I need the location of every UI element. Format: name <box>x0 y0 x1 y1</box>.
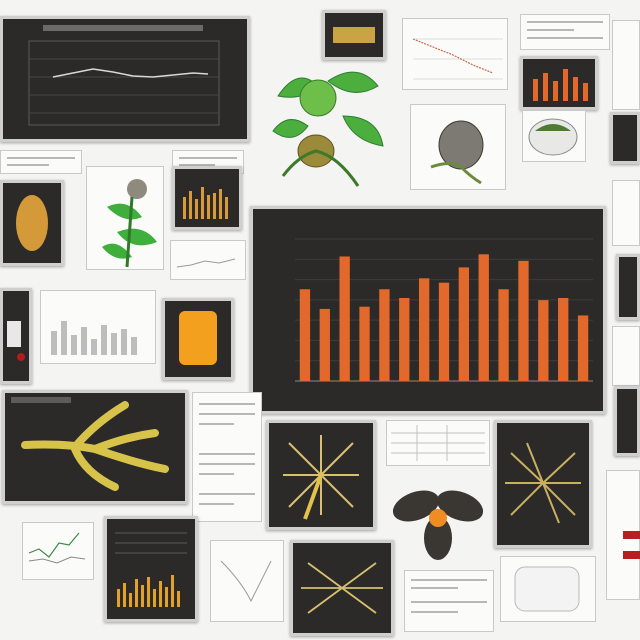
root-dark-panel-2 <box>290 540 394 636</box>
histogram-sheet <box>40 290 156 364</box>
bar <box>538 300 549 381</box>
mini-line-sheet <box>170 240 246 280</box>
bar-thumbnail-top <box>520 56 598 110</box>
diagram-sheet-bottom <box>210 540 284 622</box>
bar <box>577 315 589 381</box>
chart-card-right <box>612 180 640 246</box>
bar <box>558 297 569 381</box>
plant-photo-card <box>86 166 164 270</box>
bar <box>458 267 470 381</box>
bar-thumbnail-bottom <box>104 516 198 622</box>
pinecone-panel <box>494 420 592 548</box>
line-graph-sheet-bottom <box>22 522 94 580</box>
root-dark-panel-1 <box>266 420 376 530</box>
bar <box>498 289 509 381</box>
seed-capsule-panel <box>0 180 64 266</box>
bar <box>418 278 430 381</box>
title-card <box>322 10 386 60</box>
bar <box>339 256 350 381</box>
dark-card-right <box>616 254 640 320</box>
device-panel <box>0 288 32 384</box>
doc-sheet-right <box>612 20 640 110</box>
bar <box>299 289 311 381</box>
notes-sheet-bottom <box>404 570 494 632</box>
line-chart-panel <box>0 16 250 142</box>
bar <box>359 306 370 381</box>
orange-specimen-panel <box>162 298 234 380</box>
orchid-flower <box>388 476 488 564</box>
notes-sheet-mid <box>192 392 262 522</box>
scatter-sheet <box>402 18 508 90</box>
bar-thumbnail-mid <box>172 166 242 230</box>
bar <box>518 260 529 381</box>
text-sheet-a <box>0 150 82 174</box>
jar-sheet <box>500 556 596 622</box>
table-sheet-right-mid <box>612 326 640 386</box>
plant-illustration <box>258 56 388 196</box>
main-bar-chart <box>295 238 593 382</box>
bar <box>478 254 489 381</box>
table-sheet-top-right <box>520 14 610 50</box>
sheet-right-bottom <box>606 470 640 600</box>
bar <box>399 297 410 381</box>
bar <box>319 308 330 381</box>
specimen-round-card <box>410 104 506 190</box>
line-chart-graphic <box>28 25 220 126</box>
dark-panel-right-low <box>614 386 640 456</box>
specimen-dome-card <box>522 110 586 162</box>
root-specimen-panel <box>2 390 188 504</box>
main-bar-chart-panel <box>250 206 606 414</box>
table-sheet-mid <box>386 420 490 466</box>
plant-thumbnail-right <box>610 112 640 164</box>
bar <box>438 282 450 381</box>
bar <box>379 289 390 381</box>
